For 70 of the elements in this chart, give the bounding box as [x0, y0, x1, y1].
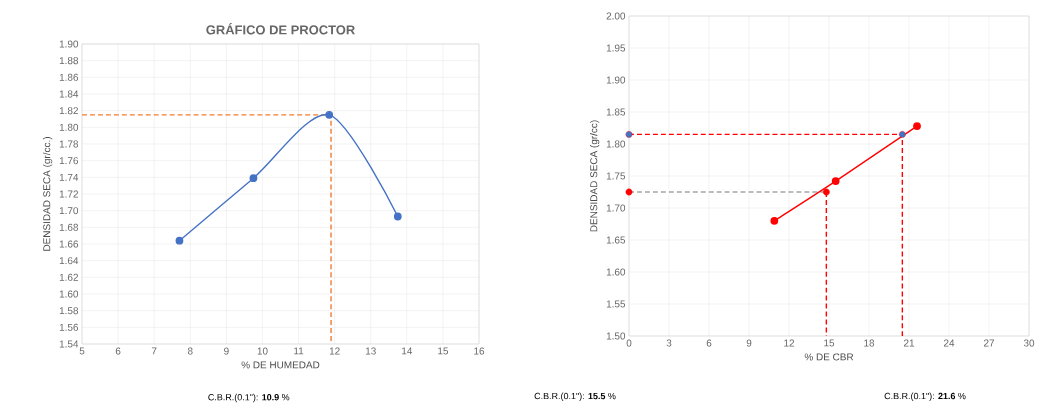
point	[913, 122, 921, 130]
point	[175, 236, 184, 245]
y-tick-label: 1.90	[606, 76, 626, 84]
x-tick-label: 11	[294, 347, 304, 355]
point	[393, 212, 402, 221]
x-tick-label: 5	[79, 347, 85, 355]
chart-title: GRÁFICO DE PROCTOR	[206, 22, 355, 35]
x-tick-label: 13	[365, 347, 376, 355]
y-tick-label: 1.86	[59, 73, 79, 81]
x-axis-title: % DE CBR	[804, 353, 854, 361]
y-tick-label: 1.50	[606, 332, 626, 340]
y-tick-label: 1.72	[59, 190, 78, 198]
x-tick-label: 9	[746, 339, 752, 347]
y-tick-label: 1.62	[59, 273, 78, 281]
x-axis-title: % DE HUMEDAD	[241, 361, 320, 369]
point	[625, 131, 633, 138]
y-tick-label: 1.80	[59, 123, 79, 131]
text: C.B.R.(0.1"): 15.5 %	[534, 392, 616, 401]
point	[249, 174, 258, 183]
y-tick-label: 1.68	[59, 223, 79, 231]
x-tick-label: 12	[329, 347, 340, 355]
x-tick-label: 21	[903, 339, 915, 347]
y-tick-label: 1.56	[59, 323, 79, 331]
y-tick-label: 1.55	[606, 300, 626, 308]
y-tick-label: 1.74	[59, 173, 79, 181]
y-tick-label: 1.78	[59, 140, 79, 148]
x-tick-label: 24	[943, 339, 955, 347]
x-tick-label: 27	[983, 339, 995, 347]
point	[831, 177, 840, 186]
x-tick-label: 7	[151, 347, 157, 355]
y-tick-label: 1.80	[606, 140, 626, 148]
x-tick-label: 8	[187, 347, 193, 355]
y-tick-label: 2.00	[606, 12, 626, 20]
y-tick-label: 1.82	[59, 107, 78, 115]
y-tick-label: 1.64	[59, 257, 79, 265]
y-tick-label: 1.66	[59, 240, 79, 248]
y-axis-title: DENSIDAD SECA (gr/cc)	[589, 120, 600, 232]
x-tick-label: 12	[784, 339, 795, 347]
y-tick-label: 1.54	[59, 340, 79, 348]
y-tick-label: 1.90	[59, 40, 79, 48]
x-tick-label: 16	[474, 347, 485, 355]
y-tick-label: 1.60	[606, 268, 626, 276]
y-tick-label: 1.85	[606, 108, 626, 116]
x-tick-label: 10	[257, 347, 268, 355]
x-tick-label: 0	[626, 339, 632, 347]
y-tick-label: 1.76	[59, 157, 79, 165]
x-tick-label: 6	[115, 347, 121, 355]
x-tick-label: 30	[1023, 339, 1035, 347]
x-tick-label: 15	[824, 339, 835, 347]
y-tick-label: 1.60	[59, 290, 79, 298]
y-axis-title: DENSIDAD SECA (gr/cc.)	[42, 137, 53, 251]
x-tick-label: 6	[706, 339, 712, 347]
x-tick-label: 18	[864, 339, 875, 347]
point	[325, 110, 334, 119]
x-tick-label: 14	[402, 347, 413, 355]
x-tick-label: 9	[224, 347, 229, 355]
y-tick-label: 1.58	[59, 307, 79, 315]
y-tick-label: 1.75	[606, 172, 626, 180]
y-tick-label: 1.65	[606, 236, 626, 244]
text: C.B.R.(0.1"): 10.9 %	[208, 393, 290, 403]
point	[770, 216, 779, 225]
y-tick-label: 1.84	[59, 90, 79, 98]
text: C.B.R.(0.1"): 21.6 %	[884, 392, 966, 401]
x-tick-label: 15	[438, 347, 449, 355]
point	[898, 131, 906, 138]
x-tick-label: 3	[666, 339, 672, 347]
y-tick-label: 1.88	[59, 57, 79, 65]
y-tick-label: 1.70	[59, 207, 79, 215]
y-tick-label: 1.95	[606, 44, 626, 52]
y-tick-label: 1.70	[606, 204, 626, 212]
